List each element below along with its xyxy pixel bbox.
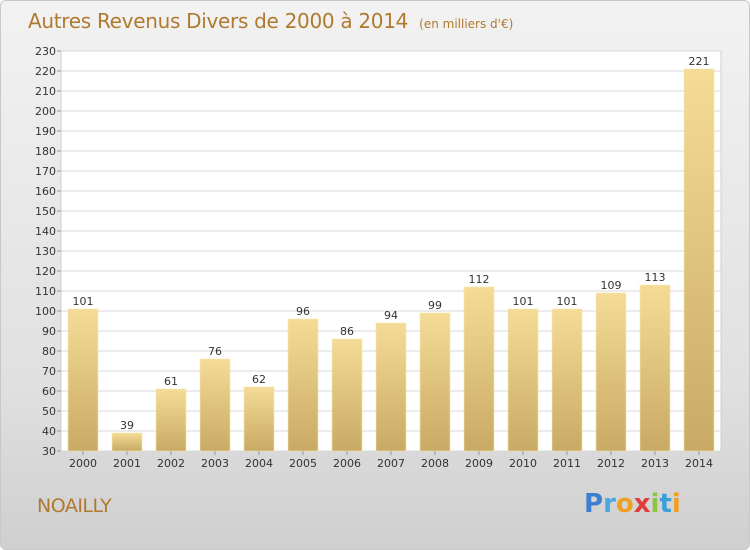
- logo-letter: i: [650, 489, 660, 519]
- data-label-2014: 221: [689, 55, 710, 68]
- x-tick-label-2002: 2002: [157, 457, 185, 470]
- y-tick-label: 50: [42, 405, 56, 418]
- x-tick-label-2007: 2007: [377, 457, 405, 470]
- y-tick-label: 40: [42, 425, 56, 438]
- y-tick-label: 190: [35, 125, 56, 138]
- y-tick-label: 30: [42, 445, 56, 458]
- bar-2000: [67, 308, 99, 452]
- chart-title: Autres Revenus Divers de 2000 à 2014: [28, 9, 409, 33]
- y-tick-label: 180: [35, 145, 56, 158]
- bar-2002: [155, 388, 187, 452]
- x-tick-label-2012: 2012: [597, 457, 625, 470]
- commune-name: NOAILLY: [37, 495, 112, 517]
- x-tick-label-2005: 2005: [289, 457, 317, 470]
- logo-letter: P: [584, 489, 604, 519]
- y-tick-label: 200: [35, 105, 56, 118]
- y-tick-label: 130: [35, 245, 56, 258]
- logo-letter: o: [615, 489, 634, 519]
- logo-letter: i: [671, 489, 681, 519]
- y-tick-label: 210: [35, 85, 56, 98]
- bar-2006: [331, 338, 363, 452]
- x-tick-label-2013: 2013: [641, 457, 669, 470]
- x-tick-label-2011: 2011: [553, 457, 581, 470]
- y-tick-label: 170: [35, 165, 56, 178]
- logo-letter: t: [659, 489, 672, 519]
- data-label-2008: 99: [428, 299, 442, 312]
- logo-letter: r: [603, 489, 616, 519]
- data-label-2005: 96: [296, 305, 310, 318]
- data-labels: 101 39 61 76 62 96 86 94 99 112 101 101 109 113 221: [73, 55, 710, 432]
- data-label-2003: 76: [208, 345, 222, 358]
- y-tick-label: 150: [35, 205, 56, 218]
- y-tick-label: 160: [35, 185, 56, 198]
- bar-2013: [639, 284, 671, 452]
- bar-2004: [243, 386, 275, 452]
- proxiti-logo: Proxiti: [584, 489, 681, 519]
- bar-2003: [199, 358, 231, 452]
- y-tick-label: 80: [42, 345, 56, 358]
- x-tick-label-2004: 2004: [245, 457, 273, 470]
- chart-subtitle: (en milliers d'€): [419, 17, 514, 31]
- data-label-2013: 113: [645, 271, 666, 284]
- data-label-2004: 62: [252, 373, 266, 386]
- x-tick-label-2000: 2000: [69, 457, 97, 470]
- y-tick-label: 70: [42, 365, 56, 378]
- data-label-2006: 86: [340, 325, 354, 338]
- bars: [67, 68, 715, 452]
- x-tick-label-2006: 2006: [333, 457, 361, 470]
- y-tick-label: 140: [35, 225, 56, 238]
- chart-title-row: Autres Revenus Divers de 2000 à 2014 (en…: [28, 9, 513, 33]
- y-tick-label: 60: [42, 385, 56, 398]
- x-tick-label-2001: 2001: [113, 457, 141, 470]
- bar-2008: [419, 312, 451, 452]
- y-tick-label: 110: [35, 285, 56, 298]
- bar-2012: [595, 292, 627, 452]
- y-tick-label: 90: [42, 325, 56, 338]
- bar-2014: [683, 68, 715, 452]
- y-axis-ticks: 30 40 50 60 70 80 90 100 110 120 130 140 150 160 170 18…: [35, 45, 61, 458]
- logo-letter: x: [633, 489, 651, 519]
- data-label-2012: 109: [601, 279, 622, 292]
- data-label-2001: 39: [120, 419, 134, 432]
- y-tick-label: 120: [35, 265, 56, 278]
- bar-2011: [551, 308, 583, 452]
- x-tick-label-2008: 2008: [421, 457, 449, 470]
- x-tick-label-2010: 2010: [509, 457, 537, 470]
- bar-2005: [287, 318, 319, 452]
- data-label-2009: 112: [469, 273, 490, 286]
- x-tick-label-2009: 2009: [465, 457, 493, 470]
- x-tick-label-2014: 2014: [685, 457, 713, 470]
- data-label-2002: 61: [164, 375, 178, 388]
- data-label-2000: 101: [73, 295, 94, 308]
- x-tick-label-2003: 2003: [201, 457, 229, 470]
- bar-2010: [507, 308, 539, 452]
- y-tick-label: 100: [35, 305, 56, 318]
- bar-2007: [375, 322, 407, 452]
- data-label-2007: 94: [384, 309, 398, 322]
- bar-2009: [463, 286, 495, 452]
- data-label-2010: 101: [513, 295, 534, 308]
- data-label-2011: 101: [557, 295, 578, 308]
- bar-2001: [111, 432, 143, 452]
- y-tick-label: 230: [35, 45, 56, 58]
- y-tick-label: 220: [35, 65, 56, 78]
- x-axis-ticks: 2000 2001 2002 2003 2004 2005 2006 2007 2008 2009…: [69, 451, 713, 470]
